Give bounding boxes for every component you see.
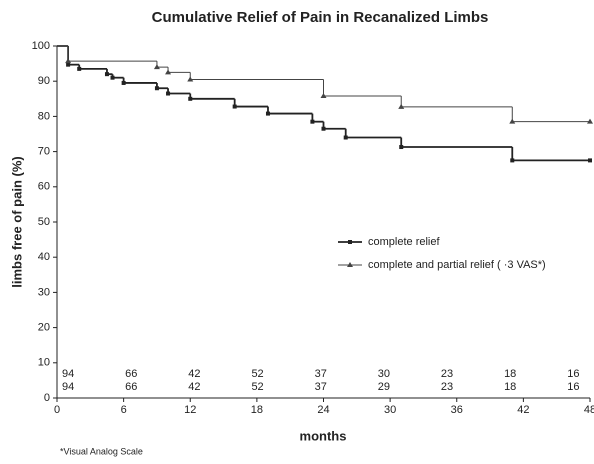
at-risk-count: 94: [62, 381, 74, 393]
legend-label: complete relief: [368, 236, 440, 248]
marker: [165, 69, 172, 75]
x-tick-label: 18: [251, 404, 263, 416]
marker: [399, 145, 404, 150]
x-tick-label: 30: [384, 404, 396, 416]
at-risk-count: 16: [567, 381, 579, 393]
marker: [166, 91, 171, 96]
at-risk-count: 42: [188, 368, 200, 380]
marker: [509, 118, 516, 124]
x-tick-label: 42: [517, 404, 529, 416]
at-risk-count: 66: [125, 368, 137, 380]
x-tick-label: 6: [121, 404, 127, 416]
at-risk-count: 23: [441, 368, 453, 380]
at-risk-count: 30: [378, 368, 390, 380]
y-tick-label: 80: [38, 110, 50, 122]
marker: [104, 72, 109, 77]
x-tick-label: 36: [451, 404, 463, 416]
marker: [348, 240, 352, 244]
x-tick-label: 24: [317, 404, 329, 416]
chart-title: Cumulative Relief of Pain in Recanalized…: [152, 9, 489, 26]
x-tick-label: 12: [184, 404, 196, 416]
marker: [232, 104, 237, 109]
at-risk-count: 66: [125, 381, 137, 393]
marker: [343, 135, 348, 140]
at-risk-count: 18: [504, 381, 516, 393]
footnote: *Visual Analog Scale: [60, 446, 143, 456]
marker: [153, 64, 160, 70]
marker: [310, 119, 315, 124]
marker: [265, 111, 270, 116]
at-risk-count: 37: [315, 381, 327, 393]
marker: [347, 262, 353, 267]
marker: [121, 80, 126, 85]
y-tick-label: 90: [38, 75, 50, 87]
at-risk-count: 52: [251, 368, 263, 380]
marker: [65, 58, 72, 64]
y-tick-label: 60: [38, 181, 50, 193]
y-tick-label: 20: [38, 322, 50, 334]
y-tick-label: 0: [44, 392, 50, 404]
marker: [188, 96, 193, 101]
legend-label: complete and partial relief ( ·3 VAS*): [368, 259, 546, 271]
at-risk-count: 16: [567, 368, 579, 380]
at-risk-count: 52: [251, 381, 263, 393]
at-risk-count: 29: [378, 381, 390, 393]
marker: [66, 62, 71, 67]
at-risk-count: 18: [504, 368, 516, 380]
x-tick-label: 0: [54, 404, 60, 416]
at-risk-count: 23: [441, 381, 453, 393]
marker: [187, 76, 194, 82]
marker: [77, 66, 82, 71]
y-tick-label: 100: [32, 40, 50, 52]
marker: [587, 118, 593, 124]
marker: [154, 86, 159, 91]
y-tick-label: 70: [38, 146, 50, 158]
y-tick-label: 50: [38, 216, 50, 228]
marker: [320, 92, 327, 98]
marker: [110, 75, 115, 80]
y-tick-label: 30: [38, 286, 50, 298]
at-risk-count: 94: [62, 368, 74, 380]
y-axis-label: limbs free of pain (%): [9, 156, 24, 287]
y-tick-label: 40: [38, 251, 50, 263]
x-axis-label: months: [300, 428, 347, 443]
marker: [321, 126, 326, 131]
at-risk-count: 42: [188, 381, 200, 393]
y-tick-label: 10: [38, 357, 50, 369]
marker: [588, 158, 592, 163]
x-tick-label: 48: [584, 404, 594, 416]
at-risk-count: 37: [315, 368, 327, 380]
marker: [398, 103, 405, 109]
marker: [510, 158, 515, 163]
